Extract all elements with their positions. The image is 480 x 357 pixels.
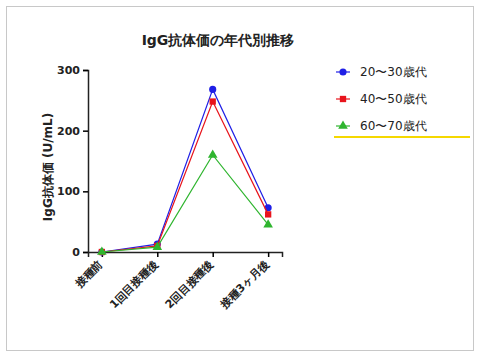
- series-marker: [97, 246, 107, 254]
- series-line: [102, 102, 268, 252]
- y-axis-line: [83, 71, 89, 253]
- series: [97, 149, 273, 254]
- series-line: [102, 89, 268, 252]
- frame: [7, 7, 474, 351]
- legend-marker: [339, 68, 346, 75]
- legend-entry: 40〜50歳代: [336, 92, 427, 106]
- chart: IgG抗体価の年代別推移 IgG抗体価 (U/mL) 0 100 200 300 接種前1回…: [0, 0, 480, 357]
- legend-label: 20〜30歳代: [360, 65, 427, 79]
- y-tick: 0: [72, 246, 88, 259]
- y-tick-label: 200: [57, 125, 80, 138]
- series-marker: [152, 242, 162, 250]
- x-tick-mark: [268, 252, 270, 257]
- series-marker: [210, 98, 216, 104]
- y-tick-label: 100: [57, 185, 80, 198]
- y-axis-label: IgG抗体価 (U/mL): [41, 113, 55, 221]
- y-tick-mark: [83, 130, 88, 132]
- y-tick-mark: [83, 252, 88, 254]
- legend: 20〜30歳代 40〜50歳代 60〜70歳代: [334, 65, 470, 137]
- x-axis: 接種前1回目接種後2回目接種後接種3ヶ月後: [72, 252, 283, 312]
- x-axis-line: [89, 253, 283, 258]
- y-tick-mark: [83, 70, 88, 72]
- series-marker: [263, 219, 273, 227]
- series-marker: [265, 211, 271, 217]
- y-tick: 100: [57, 185, 88, 198]
- y-tick-label: 300: [57, 64, 80, 77]
- legend-label: 60〜70歳代: [360, 119, 427, 133]
- x-tick-mark: [212, 252, 214, 257]
- series-marker: [209, 86, 216, 93]
- plot-area: [97, 86, 273, 256]
- x-tick: 1回目接種後: [107, 252, 160, 311]
- x-tick-label: 1回目接種後: [107, 258, 160, 311]
- x-tick-label: 2回目接種後: [163, 258, 216, 311]
- x-tick-mark: [157, 252, 159, 257]
- x-tick: 接種前: [72, 252, 105, 291]
- series: [99, 98, 272, 255]
- x-tick: 接種3ヶ月後: [217, 252, 271, 312]
- y-axis: 0 100 200 300: [57, 64, 88, 259]
- legend-entry: 60〜70歳代: [334, 119, 470, 137]
- y-tick-label: 0: [72, 246, 80, 259]
- series: [98, 86, 271, 256]
- x-tick-label: 接種3ヶ月後: [217, 258, 271, 312]
- legend-marker: [338, 120, 348, 128]
- legend-label: 40〜50歳代: [360, 92, 427, 106]
- y-tick: 200: [57, 125, 88, 138]
- x-tick: 2回目接種後: [163, 252, 216, 311]
- series-marker: [208, 149, 218, 157]
- y-tick: 300: [57, 64, 88, 77]
- y-tick-mark: [83, 191, 88, 193]
- series-line: [102, 155, 268, 252]
- legend-entry: 20〜30歳代: [336, 65, 427, 79]
- highlight-underline: [334, 136, 470, 138]
- legend-marker: [340, 96, 346, 102]
- x-tick-label: 接種前: [72, 258, 105, 291]
- title: IgG抗体価の年代別推移: [142, 32, 295, 48]
